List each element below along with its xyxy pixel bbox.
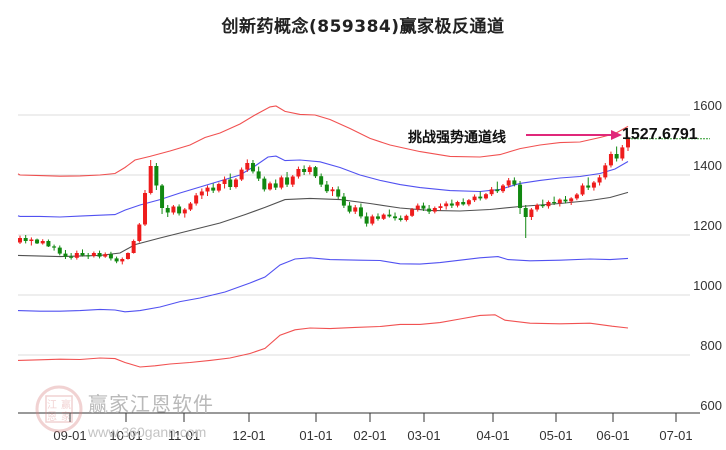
watermark-seal-icon: 江 赢 恩 家 xyxy=(35,385,83,433)
watermark-url: www.360gann.com xyxy=(88,424,207,440)
y-tick-label: 600 xyxy=(700,398,722,413)
svg-text:江: 江 xyxy=(47,399,57,411)
x-tick-label: 04-01 xyxy=(476,428,510,443)
x-tick-label: 03-01 xyxy=(407,428,441,443)
y-tick-label: 800 xyxy=(700,338,722,353)
x-axis xyxy=(18,412,700,422)
x-tick-label: 02-01 xyxy=(353,428,387,443)
y-tick-label: 1000 xyxy=(693,278,722,293)
svg-text:恩: 恩 xyxy=(47,411,57,423)
y-tick-label: 1200 xyxy=(693,218,722,233)
annotation-arrow xyxy=(526,130,710,140)
x-tick-label: 09-01 xyxy=(53,428,87,443)
x-tick-label: 07-01 xyxy=(659,428,693,443)
gridlines xyxy=(18,114,690,356)
y-tick-label: 1600 xyxy=(693,98,722,113)
x-tick-label: 12-01 xyxy=(232,428,266,443)
x-tick-label: 10-01 xyxy=(109,428,143,443)
x-tick-label: 01-01 xyxy=(299,428,333,443)
watermark-name: 赢家江恩软件 xyxy=(88,392,214,416)
chart-title: 创新药概念(859384)赢家极反通道 xyxy=(221,17,505,37)
y-tick-label: 1400 xyxy=(693,158,722,173)
x-tick-label: 05-01 xyxy=(539,428,573,443)
x-tick-label: 11-01 xyxy=(167,428,201,443)
channel-bands xyxy=(17,105,629,368)
svg-text:家: 家 xyxy=(61,410,71,423)
annotation-value: 1527.6791 xyxy=(622,126,698,143)
annotation-label: 挑战强势通道线 xyxy=(408,130,506,146)
x-tick-label: 06-01 xyxy=(596,428,630,443)
svg-text:赢: 赢 xyxy=(61,398,71,411)
candlesticks xyxy=(18,136,630,265)
